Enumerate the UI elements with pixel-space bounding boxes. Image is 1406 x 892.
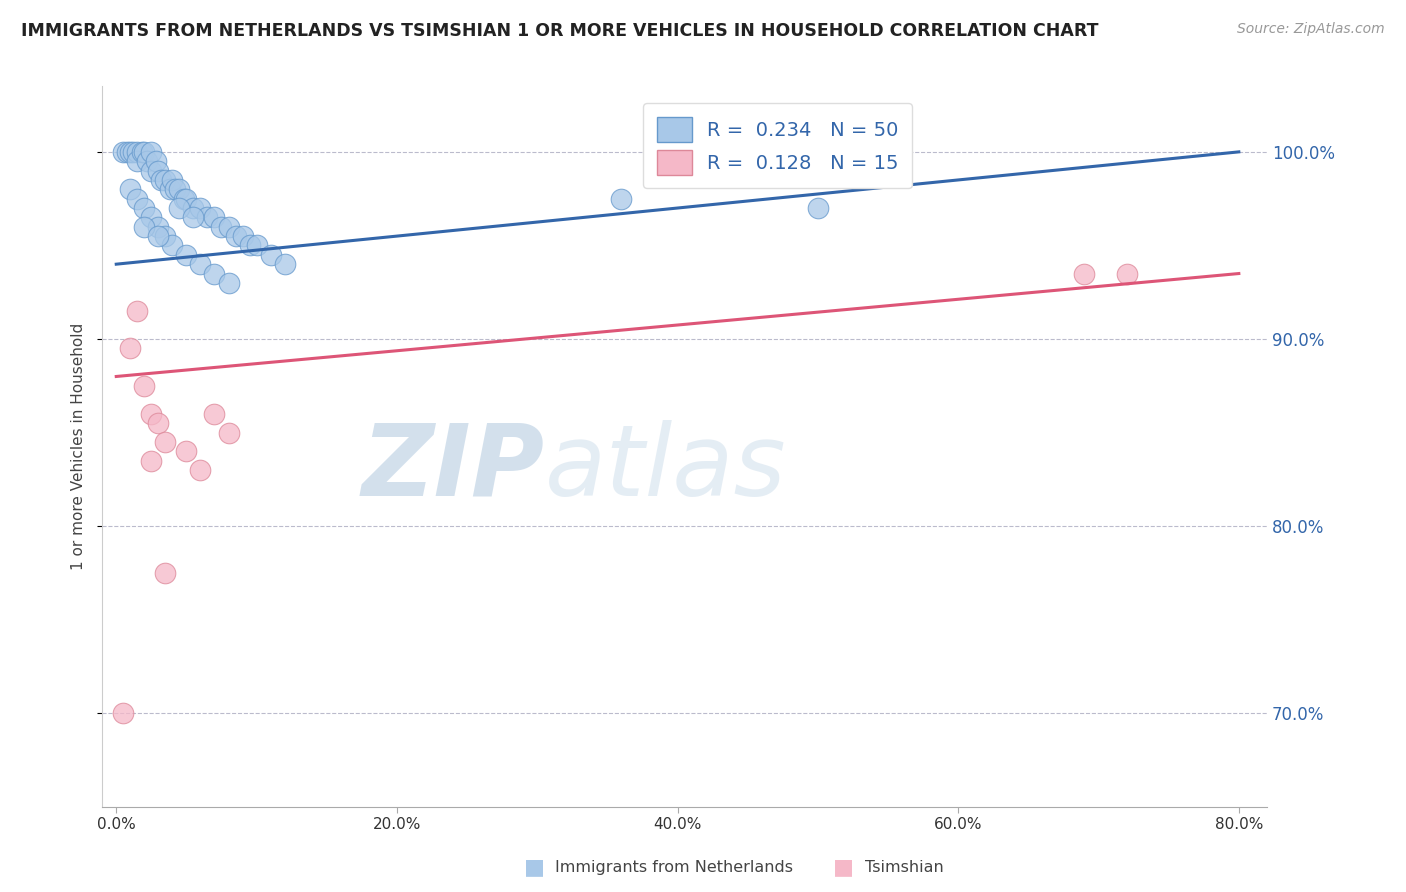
Point (141, 163, 163, 178)
Point (610, 192, 633, 206)
Text: Source: ZipAtlas.com: Source: ZipAtlas.com (1237, 22, 1385, 37)
Point (134, 219, 156, 234)
Point (176, 248, 198, 262)
Point (173, 192, 195, 206)
Point (131, 145, 153, 159)
Point (136, 154, 159, 169)
Point (112, 706, 135, 721)
Point (117, 145, 139, 159)
Point (225, 229, 247, 244)
Y-axis label: 1 or more Vehicles in Household: 1 or more Vehicles in Household (72, 323, 86, 570)
Point (127, 192, 149, 206)
Point (127, 304, 149, 318)
Point (190, 463, 212, 477)
Point (150, 173, 173, 187)
Point (155, 435, 177, 450)
Point (183, 211, 205, 225)
Point (155, 173, 177, 187)
Point (183, 201, 205, 215)
Point (162, 173, 184, 187)
Point (169, 182, 191, 196)
Point (176, 192, 198, 206)
Point (127, 154, 149, 169)
Text: atlas: atlas (544, 420, 786, 516)
Point (145, 154, 167, 169)
Point (218, 219, 240, 234)
Point (197, 211, 219, 225)
Point (134, 379, 156, 393)
Point (165, 182, 187, 196)
Point (162, 238, 184, 252)
Text: Immigrants from Netherlands: Immigrants from Netherlands (555, 860, 793, 874)
Point (204, 407, 226, 421)
Point (148, 163, 170, 178)
Point (218, 276, 240, 290)
Point (190, 201, 212, 215)
Point (259, 248, 281, 262)
Point (176, 444, 198, 458)
Point (1073, 267, 1095, 281)
Point (169, 201, 191, 215)
Point (122, 145, 145, 159)
Point (155, 229, 177, 244)
Legend: R =  0.234   N = 50, R =  0.128   N = 15: R = 0.234 N = 50, R = 0.128 N = 15 (643, 103, 912, 188)
Point (112, 145, 135, 159)
Point (155, 566, 177, 580)
Point (141, 453, 163, 467)
Point (273, 257, 295, 271)
Point (211, 219, 233, 234)
Point (238, 238, 260, 252)
Point (148, 417, 170, 431)
Text: IMMIGRANTS FROM NETHERLANDS VS TSIMSHIAN 1 OR MORE VEHICLES IN HOUSEHOLD CORRELA: IMMIGRANTS FROM NETHERLANDS VS TSIMSHIAN… (21, 22, 1098, 40)
Point (1115, 267, 1137, 281)
Point (204, 211, 226, 225)
Point (232, 229, 254, 244)
Point (134, 201, 156, 215)
Point (245, 238, 267, 252)
Point (120, 342, 142, 356)
Point (807, 201, 830, 215)
Text: ■: ■ (834, 857, 853, 877)
Point (141, 407, 163, 421)
Text: ZIP: ZIP (361, 420, 544, 516)
Point (141, 211, 163, 225)
Point (204, 267, 226, 281)
Text: ■: ■ (524, 857, 544, 877)
Point (120, 145, 142, 159)
Point (190, 257, 212, 271)
Point (218, 425, 240, 440)
Point (148, 229, 170, 244)
Point (141, 145, 163, 159)
Point (120, 182, 142, 196)
Point (148, 219, 170, 234)
Text: Tsimshian: Tsimshian (865, 860, 943, 874)
Point (159, 182, 181, 196)
Point (127, 145, 149, 159)
Point (134, 145, 156, 159)
